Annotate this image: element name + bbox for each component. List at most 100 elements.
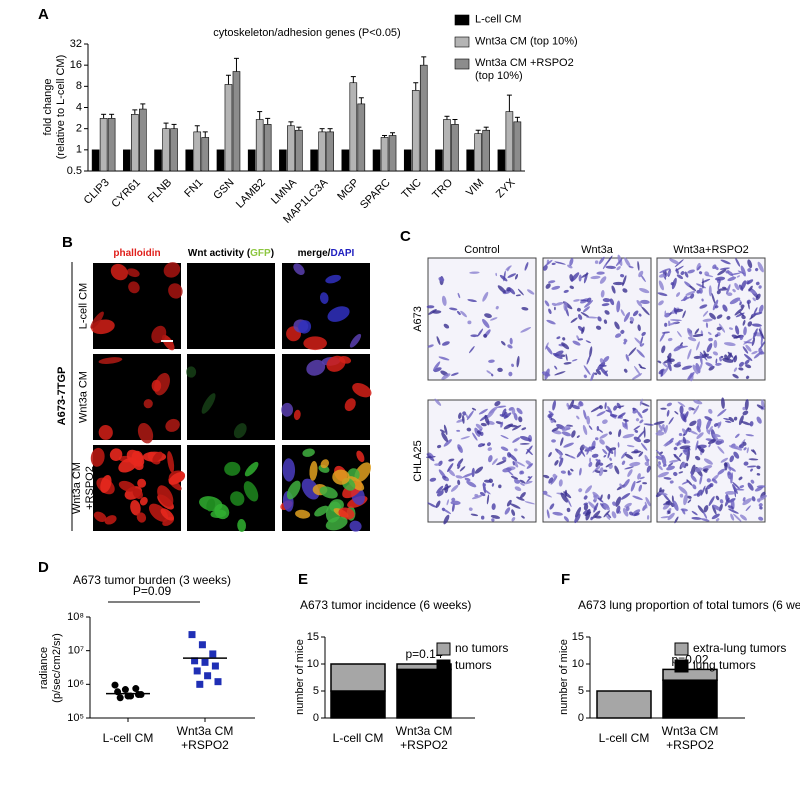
texture: [724, 462, 728, 471]
bar: [91, 149, 100, 172]
texture: [667, 337, 673, 342]
texture: [326, 355, 346, 372]
texture: [503, 423, 513, 430]
texture: [630, 480, 636, 492]
header-part: DAPI: [330, 248, 354, 259]
texture: [752, 449, 757, 455]
bar: [201, 137, 210, 172]
texture: [682, 449, 689, 456]
texture: [585, 508, 591, 521]
texture: [671, 277, 677, 290]
texture: [451, 497, 456, 502]
texture: [739, 301, 742, 306]
texture: [716, 289, 721, 295]
texture: [569, 285, 574, 290]
texture: [707, 438, 717, 445]
texture: [469, 271, 480, 274]
texture: [637, 473, 641, 480]
texture: [705, 418, 712, 430]
texture: [569, 399, 575, 410]
texture: [634, 365, 641, 376]
texture: [743, 341, 755, 344]
micrograph-bg: [187, 445, 275, 531]
texture: [475, 423, 483, 430]
y-tick-label: 10⁷: [68, 645, 84, 657]
texture: [583, 365, 591, 376]
texture: [508, 371, 513, 377]
texture: [507, 273, 517, 278]
micrograph-bg: [427, 257, 537, 381]
texture: [755, 281, 760, 286]
texture: [592, 467, 599, 473]
texture: [726, 352, 732, 361]
texture: [677, 330, 682, 338]
texture: [758, 494, 767, 501]
texture: [696, 341, 700, 351]
texture: [688, 429, 699, 435]
texture: [747, 259, 753, 269]
texture: [612, 281, 625, 286]
texture: [758, 285, 762, 289]
texture: [632, 407, 637, 410]
texture: [558, 457, 564, 467]
texture: [699, 362, 703, 371]
texture: [738, 367, 744, 371]
texture: [583, 503, 589, 511]
bar: [411, 90, 420, 172]
y-tick-label: 10⁸: [67, 611, 84, 623]
texture: [436, 490, 444, 497]
texture: [186, 366, 197, 378]
bar: [372, 149, 381, 172]
texture: [576, 450, 583, 458]
bar: [505, 111, 514, 172]
y-tick-label: 10: [572, 658, 584, 670]
x-tick-label: Wnt3a CM +RSPO2: [661, 724, 719, 752]
texture: [608, 464, 613, 469]
texture: [602, 419, 608, 424]
bar-segment: [330, 663, 386, 692]
texture: [560, 470, 566, 474]
texture: [742, 441, 747, 446]
texture: [669, 480, 674, 484]
texture: [624, 453, 633, 460]
texture: [544, 259, 553, 267]
texture: [712, 504, 722, 511]
texture: [679, 405, 684, 415]
texture: [681, 428, 687, 435]
texture: [678, 471, 684, 474]
texture: [726, 493, 728, 500]
texture: [657, 471, 669, 478]
texture: [699, 351, 708, 361]
texture: [201, 393, 216, 414]
texture: [468, 507, 473, 511]
texture: [556, 336, 561, 340]
y-tick-label: 5: [313, 685, 319, 697]
texture: [751, 350, 758, 355]
texture: [639, 476, 645, 480]
column-header: phalloidin: [113, 248, 160, 259]
texture: [586, 297, 592, 303]
texture: [715, 358, 718, 364]
texture: [615, 496, 622, 507]
texture: [477, 430, 482, 435]
texture: [687, 336, 697, 342]
texture: [758, 304, 764, 314]
texture: [603, 356, 610, 363]
texture: [620, 309, 625, 317]
texture: [494, 401, 501, 407]
texture: [607, 449, 611, 459]
micrograph: [542, 398, 654, 524]
texture: [706, 478, 711, 483]
bar-segment: [662, 668, 718, 681]
bar: [435, 149, 443, 172]
texture: [456, 419, 464, 423]
texture: [705, 362, 714, 367]
texture: [298, 320, 312, 334]
texture: [137, 422, 154, 444]
texture: [497, 367, 503, 373]
texture: [152, 451, 163, 463]
group-label: A673-7TGP: [56, 367, 68, 426]
texture: [230, 491, 245, 506]
texture: [639, 419, 644, 424]
texture: [579, 467, 582, 476]
